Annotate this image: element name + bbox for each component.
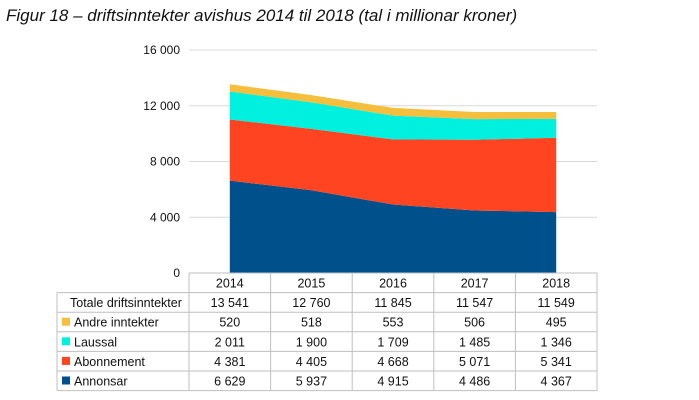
data-label: 520 (219, 316, 240, 330)
area-annonsar (229, 180, 557, 273)
x-tick-label: 2016 (379, 277, 407, 291)
legend-label: Andre inntekter (74, 316, 159, 330)
area-andre-inntekter (229, 84, 557, 120)
x-tick-label: 2015 (297, 277, 325, 291)
data-label: 5 071 (459, 355, 490, 369)
data-label: 4 381 (214, 355, 245, 369)
x-tick-label: 2018 (542, 277, 570, 291)
data-label: 1 346 (541, 335, 572, 349)
data-label: 5 937 (296, 375, 327, 389)
data-label: 2 011 (215, 335, 245, 349)
data-label: 4 668 (377, 355, 408, 369)
data-label: 495 (546, 316, 567, 330)
legend-swatch (62, 376, 70, 385)
data-label: 4 486 (459, 375, 490, 389)
data-label: 553 (383, 316, 404, 330)
data-label: 4 367 (541, 375, 572, 389)
legend-label: Laussal (74, 335, 117, 349)
area-abonnement (229, 119, 557, 213)
total-value: 12 760 (292, 296, 330, 310)
data-label: 5 341 (541, 355, 572, 369)
data-label: 4 405 (296, 355, 327, 369)
total-value: 11 549 (538, 296, 575, 310)
total-value: 13 541 (211, 296, 249, 310)
legend-swatch (62, 317, 70, 326)
data-label: 4 915 (377, 375, 408, 389)
data-label: 1 485 (459, 335, 490, 349)
legend-label: Totale driftsinntekter (70, 296, 182, 310)
total-value: 11 547 (456, 296, 493, 310)
data-label: 1 900 (296, 335, 327, 349)
x-tick-label: 2014 (216, 277, 244, 291)
y-tick-label: 12 000 (143, 99, 180, 113)
y-tick-label: 4 000 (150, 210, 180, 224)
data-label: 506 (464, 316, 485, 330)
y-tick-label: 16 000 (143, 43, 180, 57)
legend-label: Annonsar (74, 375, 128, 389)
total-value: 11 845 (374, 296, 411, 310)
legend-label: Abonnement (74, 355, 145, 369)
chart-title: Figur 18 – driftsinntekter avishus 2014 … (6, 6, 518, 25)
legend-swatch (62, 356, 70, 365)
legend-swatch (62, 337, 70, 346)
data-label: 1 709 (377, 335, 408, 349)
y-tick-label: 8 000 (150, 155, 180, 169)
area-laussal (229, 91, 557, 140)
data-label: 518 (301, 316, 322, 330)
data-label: 6 629 (214, 375, 245, 389)
x-tick-label: 2017 (461, 277, 489, 291)
y-tick-label: 0 (173, 266, 180, 280)
